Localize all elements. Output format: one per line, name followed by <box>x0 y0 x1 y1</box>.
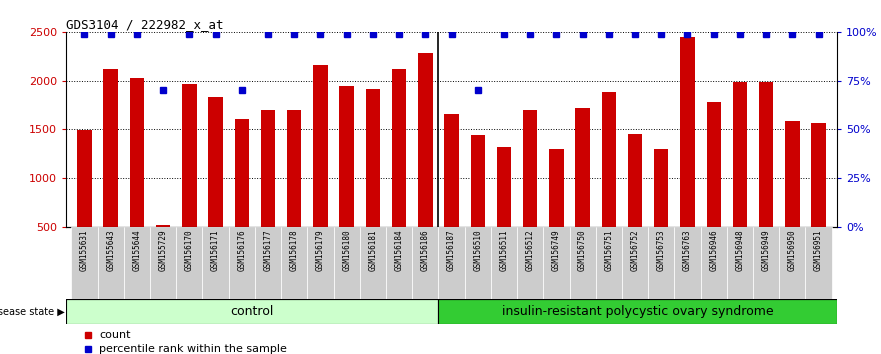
Bar <box>334 227 359 299</box>
Text: GSM156184: GSM156184 <box>395 229 403 271</box>
Bar <box>622 227 648 299</box>
Text: GSM156752: GSM156752 <box>631 229 640 271</box>
Text: GSM156170: GSM156170 <box>185 229 194 271</box>
Bar <box>654 149 669 275</box>
Bar <box>811 124 825 275</box>
Bar <box>234 119 249 275</box>
Text: GSM155643: GSM155643 <box>106 229 115 271</box>
Bar <box>517 227 544 299</box>
Bar <box>727 227 753 299</box>
Bar <box>418 53 433 275</box>
Bar <box>523 110 537 275</box>
Bar <box>255 227 281 299</box>
Bar <box>103 69 118 275</box>
Text: GSM156181: GSM156181 <box>368 229 377 271</box>
Text: GDS3104 / 222982_x_at: GDS3104 / 222982_x_at <box>66 18 224 31</box>
Bar <box>176 227 203 299</box>
Bar <box>339 86 354 275</box>
Bar <box>261 110 275 275</box>
Text: GSM156949: GSM156949 <box>762 229 771 271</box>
Bar <box>674 227 700 299</box>
Text: insulin-resistant polycystic ovary syndrome: insulin-resistant polycystic ovary syndr… <box>502 305 774 318</box>
Text: GSM156178: GSM156178 <box>290 229 299 271</box>
Bar <box>753 227 780 299</box>
Bar <box>439 227 464 299</box>
Text: GSM156171: GSM156171 <box>211 229 220 271</box>
Text: GSM156946: GSM156946 <box>709 229 718 271</box>
Text: GSM156177: GSM156177 <box>263 229 272 271</box>
Bar <box>491 227 517 299</box>
Bar <box>412 227 439 299</box>
Bar <box>123 227 150 299</box>
Bar <box>780 227 805 299</box>
Bar <box>680 37 695 275</box>
Bar <box>628 133 642 275</box>
Text: GSM156753: GSM156753 <box>656 229 666 271</box>
Bar <box>805 227 832 299</box>
Bar <box>359 227 386 299</box>
Bar <box>544 227 569 299</box>
Text: GSM156511: GSM156511 <box>500 229 508 271</box>
Text: GSM156950: GSM156950 <box>788 229 797 271</box>
Text: GSM156751: GSM156751 <box>604 229 613 271</box>
Bar <box>648 227 674 299</box>
Text: GSM156176: GSM156176 <box>237 229 247 271</box>
Bar <box>470 135 485 275</box>
Text: disease state ▶: disease state ▶ <box>0 307 65 316</box>
Bar <box>602 92 616 275</box>
Text: count: count <box>100 330 130 340</box>
Text: GSM156763: GSM156763 <box>683 229 692 271</box>
Bar <box>392 69 406 275</box>
Bar <box>785 121 800 275</box>
Bar <box>71 227 98 299</box>
Text: GSM156180: GSM156180 <box>342 229 352 271</box>
Bar <box>366 89 380 275</box>
Bar <box>444 114 459 275</box>
Bar <box>575 108 589 275</box>
Bar <box>281 227 307 299</box>
Bar <box>229 227 255 299</box>
Bar <box>438 299 837 324</box>
Text: GSM155729: GSM155729 <box>159 229 167 271</box>
Bar <box>66 299 438 324</box>
Bar <box>150 227 176 299</box>
Bar <box>78 130 92 275</box>
Bar <box>208 97 223 275</box>
Bar <box>98 227 123 299</box>
Bar <box>314 65 328 275</box>
Text: control: control <box>231 305 274 318</box>
Text: GSM156510: GSM156510 <box>473 229 482 271</box>
Text: GSM156512: GSM156512 <box>526 229 535 271</box>
Bar <box>203 227 229 299</box>
Text: percentile rank within the sample: percentile rank within the sample <box>100 344 287 354</box>
Bar <box>759 82 774 275</box>
Text: GSM156749: GSM156749 <box>552 229 561 271</box>
Text: GSM156951: GSM156951 <box>814 229 823 271</box>
Bar <box>549 149 564 275</box>
Bar <box>596 227 622 299</box>
Bar <box>130 78 144 275</box>
Text: GSM156186: GSM156186 <box>421 229 430 271</box>
Bar <box>307 227 334 299</box>
Bar <box>182 85 196 275</box>
Bar <box>707 102 721 275</box>
Text: GSM156187: GSM156187 <box>447 229 456 271</box>
Bar <box>386 227 412 299</box>
Bar <box>700 227 727 299</box>
Text: GSM156948: GSM156948 <box>736 229 744 271</box>
Text: GSM155644: GSM155644 <box>132 229 141 271</box>
Bar <box>156 225 170 275</box>
Bar <box>733 81 747 275</box>
Bar <box>464 227 491 299</box>
Bar <box>569 227 596 299</box>
Text: GSM156179: GSM156179 <box>316 229 325 271</box>
Bar <box>497 147 511 275</box>
Text: GSM155631: GSM155631 <box>80 229 89 271</box>
Bar <box>287 110 301 275</box>
Text: GSM156750: GSM156750 <box>578 229 587 271</box>
